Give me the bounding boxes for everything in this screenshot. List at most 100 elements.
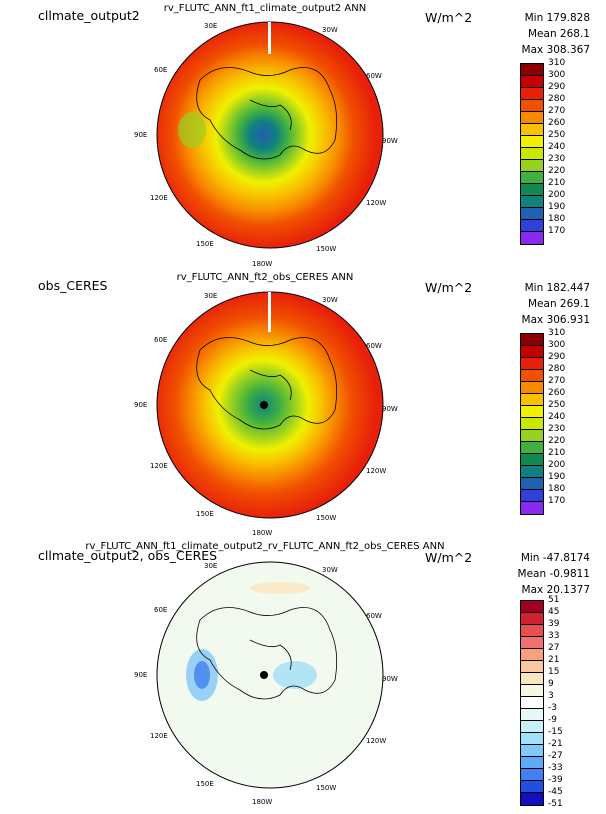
stats-box: Min -47.8174 Mean -0.9811 Max 20.1377 (490, 550, 590, 598)
panel-obs: obs_CERES rv_FLUTC_ANN_ft2_obs_CERES ANN… (0, 270, 606, 540)
case-label: cllmate_output2, obs_CERES (38, 548, 218, 563)
colorbar-swatch (521, 454, 543, 466)
colorbar-swatch (521, 637, 543, 649)
colorbar-swatch (521, 769, 543, 781)
coastlines (196, 337, 338, 430)
colorbar-tick-label: 230 (548, 154, 566, 164)
lon-label-120e: 120E (150, 732, 168, 740)
colorbar-tick-label: 170 (548, 496, 566, 506)
colorbar-tick-label: 260 (548, 388, 566, 398)
colorbar-tick-label: -15 (548, 727, 563, 737)
colorbar-swatch (521, 112, 543, 124)
stat-min: Min -47.8174 (520, 552, 590, 564)
colorbar-swatch (521, 745, 543, 757)
stat-max: Max 20.1377 (521, 584, 590, 596)
colorbar-tick-label: -3 (548, 703, 557, 713)
colorbar-swatch (521, 757, 543, 769)
colorbar-tick-label: 200 (548, 460, 566, 470)
colorbar-tick-label: -45 (548, 787, 563, 797)
colorbar-swatch (521, 64, 543, 76)
lon-label-60w: 60W (366, 342, 382, 350)
stat-mean: Mean 268.1 (527, 28, 590, 40)
colorbar-tick-label: 210 (548, 178, 566, 188)
lon-label-30e: 30E (204, 562, 217, 570)
meridian-gap (268, 22, 271, 54)
coastlines (196, 67, 338, 160)
colorbar-tick-label: 51 (548, 595, 560, 605)
colorbar-tick-label: 290 (548, 82, 566, 92)
colorbar-swatch (521, 685, 543, 697)
lon-label-150w: 150W (316, 245, 336, 253)
lon-label-30w: 30W (322, 26, 338, 34)
colorbar-tick-label: 180 (548, 484, 566, 494)
colorbar-swatch (521, 196, 543, 208)
colorbar-tick-label: 170 (548, 226, 566, 236)
meridian-gap (268, 292, 271, 332)
colorbar-swatch (521, 490, 543, 502)
colorbar-swatch (521, 406, 543, 418)
colorbar-tick-label: -51 (548, 799, 563, 809)
polar-map: 30E 30W 60E 60W 90E 90W 120E 120W 150E 1… (134, 291, 398, 537)
stat-max: Max 308.367 (521, 44, 590, 56)
stat-min: Min 179.828 (524, 12, 590, 24)
colorbar-swatch (521, 478, 543, 490)
colorbar: 51 45 39 33 27 21 15 9 3 -3 -9 -15 -21 -27 -33 -39 -45 -5… (520, 595, 563, 809)
lon-label-90w: 90W (382, 675, 398, 683)
colorbar-swatch (521, 208, 543, 220)
lon-label-30e: 30E (204, 22, 217, 30)
plot-title: rv_FLUTC_ANN_ft1_climate_output2 ANN (163, 3, 367, 14)
colorbar-swatch (521, 124, 543, 136)
colorbar-swatch (521, 76, 543, 88)
units-label: W/m^2 (425, 10, 473, 25)
lon-label-30e: 30E (204, 292, 217, 300)
colorbar-tick-label: 45 (548, 607, 560, 617)
colorbar-swatch (521, 220, 543, 232)
lon-label-150w: 150W (316, 784, 336, 792)
pole-marker (260, 671, 268, 679)
colorbar-swatch (521, 160, 543, 172)
colorbar-tick-label: 15 (548, 667, 560, 677)
colorbar-swatch (521, 601, 543, 613)
colorbar-tick-label: 9 (548, 679, 554, 689)
plot-title: rv_FLUTC_ANN_ft1_climate_output2_rv_FLUT… (85, 541, 445, 552)
colorbar-swatches (520, 600, 544, 806)
lon-label-60e: 60E (154, 66, 167, 74)
stat-mean: Mean -0.9811 (517, 568, 590, 580)
colorbar-swatch (521, 136, 543, 148)
lon-label-60e: 60E (154, 606, 167, 614)
colorbar-tick-label: 310 (548, 58, 566, 68)
lon-label-150w: 150W (316, 514, 336, 522)
colorbar-swatch (521, 502, 543, 514)
colorbar-tick-label: 280 (548, 94, 566, 104)
cold-anomaly-pole (273, 661, 317, 689)
colorbar-swatches (520, 333, 544, 515)
units-label: W/m^2 (425, 550, 473, 565)
lon-label-90w: 90W (382, 405, 398, 413)
colorbar-tick-label: 310 (548, 328, 566, 338)
lon-label-120w: 120W (366, 467, 386, 475)
polar-map: 30E 30W 60E 60W 90E 90W 120E 120W 150E 1… (134, 561, 398, 806)
colorbar-swatch (521, 232, 543, 244)
colorbar-tick-label: -39 (548, 775, 563, 785)
pole-marker (260, 401, 268, 409)
stat-mean: Mean 269.1 (527, 298, 590, 310)
lon-label-60w: 60W (366, 612, 382, 620)
colorbar-tick-label: 240 (548, 142, 566, 152)
colorbar-tick-label: 33 (548, 631, 560, 641)
colorbar-tick-label: -33 (548, 763, 563, 773)
units-label: W/m^2 (425, 280, 473, 295)
lon-label-90w: 90W (382, 137, 398, 145)
colorbar-swatch (521, 661, 543, 673)
colorbar-swatch (521, 358, 543, 370)
colorbar-labels: 310 300 290 280 270 260 250 240 230 220 210 200 190 1… (548, 57, 565, 237)
colorbar-tick-label: 290 (548, 352, 566, 362)
colorbar-swatch (521, 697, 543, 709)
colorbar-swatch (521, 382, 543, 394)
lon-label-90e: 90E (134, 401, 147, 409)
colorbar-swatch (521, 418, 543, 430)
case-label: obs_CERES (38, 278, 108, 293)
colorbar-tick-label: 250 (548, 130, 566, 140)
colorbar-swatch (521, 394, 543, 406)
colorbar-swatch (521, 673, 543, 685)
colorbar-labels: 51 45 39 33 27 21 15 9 3 -3 -9 -15 -21 -27 -33 -39 -45 -5… (548, 594, 563, 810)
